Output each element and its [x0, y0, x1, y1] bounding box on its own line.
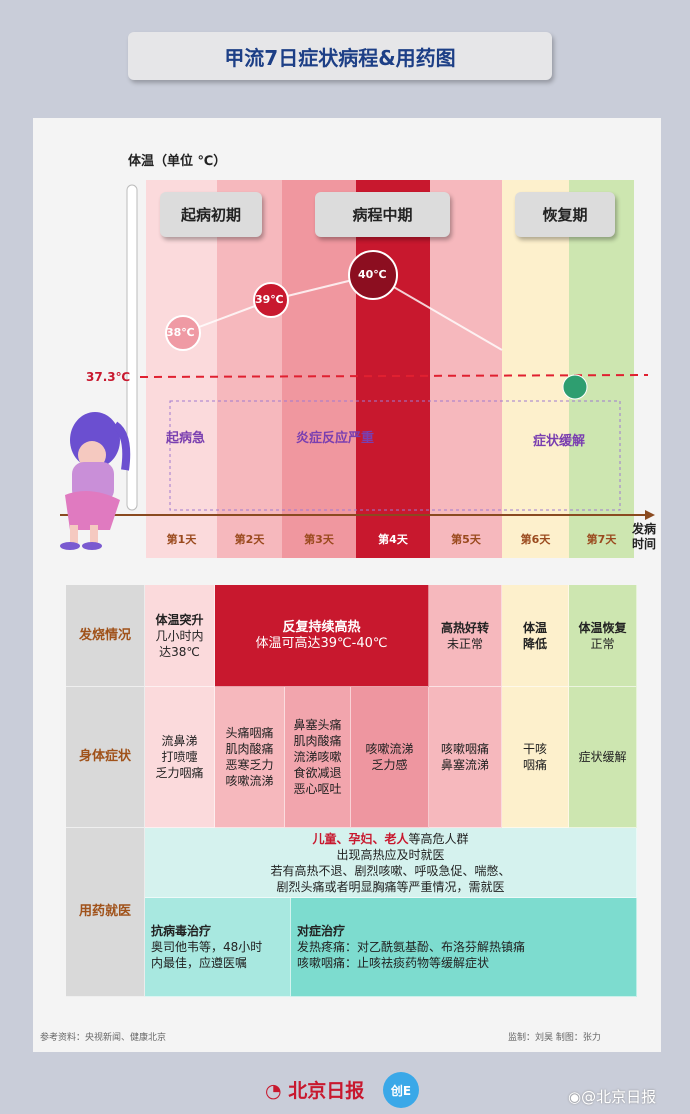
- temp-label-40: 40℃: [358, 268, 387, 281]
- fever-day7: 体温恢复 正常: [569, 585, 637, 687]
- symptoms-day5: 咳嗽咽痛 鼻塞流涕: [429, 687, 502, 828]
- threshold-label: 37.3℃: [86, 370, 131, 384]
- stage-onset: 起病急: [166, 431, 206, 446]
- day-label-1: 第1天: [166, 533, 197, 546]
- day-band-3: [282, 180, 356, 558]
- fever-day5: 高热好转 未正常: [429, 585, 502, 687]
- day-label-7: 第7天: [586, 533, 617, 546]
- temp-line: [182, 273, 503, 351]
- beijing-daily-logo: ◔ 北京日报: [265, 1076, 364, 1103]
- symptoms-day7: 症状缓解: [569, 687, 637, 828]
- fever-day1-title: 体温突升: [155, 612, 204, 627]
- day-band-4: [356, 180, 430, 558]
- fever-day5-text: 未正常: [446, 636, 483, 651]
- day-band-2: [217, 180, 282, 558]
- day-band-5: [430, 180, 502, 558]
- temp-label-38: 38℃: [166, 326, 195, 339]
- symptoms-day3: 鼻塞头痛 肌肉酸痛 流涕咳嗽 食欲减退 恶心呕吐: [285, 687, 351, 828]
- axis-arrow-icon: [645, 510, 655, 520]
- sick-girl-icon: [60, 412, 131, 550]
- thermometer-icon: [126, 184, 138, 511]
- phase-recovery: 恢复期: [515, 192, 615, 237]
- row-label-fever: 发烧情况: [66, 585, 145, 687]
- fever-day1-text: 几小时内 达38℃: [155, 628, 204, 659]
- phase-early: 起病初期: [160, 192, 262, 237]
- symptomatic-title: 对症治疗: [297, 924, 346, 938]
- source-note: 参考资料：央视新闻、健康北京: [40, 1033, 167, 1043]
- day-label-3: 第3天: [304, 533, 334, 546]
- normal-temp-point: [562, 374, 588, 400]
- symptomatic-text: 发热疼痛：对乙酰氨基酚、布洛芬解热镇痛 咳嗽咽痛：止咳祛痰药物等缓解症状: [297, 940, 526, 970]
- fever-day5-title: 高热好转: [440, 620, 489, 635]
- row-label-symptoms: 身体症状: [66, 687, 145, 828]
- fever-day6: 体温 降低: [502, 585, 569, 687]
- y-axis-label: 体温（单位 ℃）: [128, 154, 227, 169]
- temp-point-38: [165, 315, 201, 351]
- weibo-icon: ◉: [568, 1088, 582, 1106]
- temp-point-39: [253, 282, 289, 318]
- antiviral-text: 奥司他韦等，48小时 内最佳，应遵医嘱: [151, 940, 263, 970]
- fever-day7-title: 体温恢复: [578, 620, 627, 635]
- row-label-care: 用药就医: [66, 828, 145, 997]
- care-line-3: 剧烈头痛或者明显胸痛等严重情况，需就医: [276, 879, 505, 894]
- antiviral-title: 抗病毒治疗: [151, 924, 212, 938]
- threshold-line: [139, 374, 649, 378]
- temp-label-39: 39℃: [255, 293, 284, 306]
- care-line-2: 若有高热不退、剧烈咳嗽、呼吸急促、喘憋、: [270, 863, 511, 878]
- day-label-4: 第4天: [378, 533, 408, 546]
- symptoms-day4: 咳嗽流涕 乏力感: [351, 687, 429, 828]
- symptoms-day2: 头痛咽痛 肌肉酸痛 恶寒乏力 咳嗽流涕: [215, 687, 285, 828]
- weibo-handle: @北京日报: [581, 1088, 657, 1106]
- stage-relief: 症状缓解: [533, 434, 586, 449]
- page-title: 甲流7日症状病程&用药图: [128, 32, 552, 80]
- fever-day2-4-text: 体温可高达39℃-40℃: [255, 635, 388, 651]
- high-risk-suffix: 等高危人群: [408, 831, 469, 846]
- paper-logo-text: 北京日报: [288, 1080, 365, 1102]
- x-axis-label: 发病 时间: [632, 522, 657, 551]
- symptoms-day6: 干咳 咽痛: [502, 687, 569, 828]
- temp-point-40: [348, 250, 398, 300]
- symptoms-day1: 流鼻涕 打喷嚏 乏力咽痛: [145, 687, 215, 828]
- credits-note: 监制：刘昊 制图：张力: [508, 1033, 601, 1043]
- symptomatic-treatment: 对症治疗发热疼痛：对乙酰氨基酚、布洛芬解热镇痛 咳嗽咽痛：止咳祛痰药物等缓解症状: [291, 898, 637, 997]
- care-line-1: 出现高热应及时就医: [336, 847, 445, 862]
- high-risk-groups: 儿童、孕妇、老人: [312, 831, 409, 846]
- logo-swirl-icon: ◔: [265, 1080, 289, 1102]
- temperature-chart: [60, 184, 655, 550]
- day-band-1: [146, 180, 217, 558]
- care-advice: 儿童、孕妇、老人等高危人群 出现高热应及时就医 若有高热不退、剧烈咳嗽、呼吸急促…: [145, 828, 637, 898]
- day-label-2: 第2天: [234, 533, 265, 546]
- stage-box: [169, 400, 621, 511]
- fever-day2-4-title: 反复持续高热: [282, 619, 361, 635]
- app-logo: 创E: [383, 1072, 419, 1108]
- weibo-watermark: ◉@北京日报: [568, 1086, 656, 1107]
- fever-day2-4: 反复持续高热 体温可高达39℃-40℃: [215, 585, 429, 687]
- fever-day7-text: 正常: [590, 636, 615, 651]
- fever-day1: 体温突升 几小时内 达38℃: [145, 585, 215, 687]
- day-band-6: [502, 180, 569, 558]
- phase-middle: 病程中期: [315, 192, 450, 237]
- day-label-5: 第5天: [451, 533, 481, 546]
- antiviral-treatment: 抗病毒治疗奥司他韦等，48小时 内最佳，应遵医嘱: [145, 898, 291, 997]
- day-label-6: 第6天: [520, 533, 551, 546]
- stage-inflammation: 炎症反应严重: [296, 431, 375, 446]
- day-band-7: [569, 180, 634, 558]
